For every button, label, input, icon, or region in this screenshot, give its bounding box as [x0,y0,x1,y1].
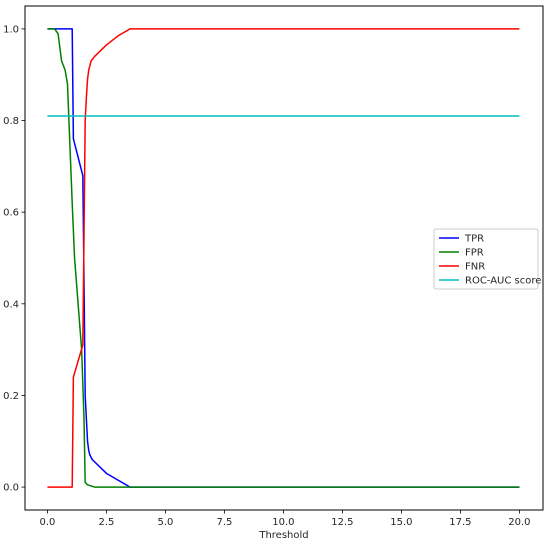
x-tick-label: 5.0 [157,517,173,528]
legend: TPR FPR FNR ROC-AUC score [433,228,541,290]
x-tick-label: 10.0 [272,517,294,528]
x-tick-label: 7.5 [216,517,232,528]
y-tick-label: 0.4 [3,299,19,310]
legend-box [433,228,539,290]
legend-label-roc-auc-score: ROC-AUC score [465,276,541,287]
legend-label-fnr: FNR [465,262,485,273]
y-tick-label: 0.0 [3,483,19,494]
y-tick-label: 0.8 [3,116,19,127]
legend-label-fpr: FPR [465,248,484,259]
plot-area-frame [24,5,544,511]
x-axis-label: Threshold [258,530,308,541]
legend-label-tpr: TPR [464,234,484,245]
x-tick-label: 20.0 [508,517,530,528]
series-line-fpr [47,28,520,488]
series-line-tpr [47,28,520,488]
x-tick-label: 2.5 [98,517,114,528]
series-layer [47,28,520,488]
series-line-fnr [47,28,520,488]
x-tick-label: 15.0 [390,517,412,528]
y-axis: 0.0 0.2 0.4 0.6 0.8 1.0 [3,24,25,494]
y-tick-label: 0.6 [3,208,19,219]
x-tick-label: 17.5 [449,517,471,528]
y-tick-label: 1.0 [3,24,19,35]
x-tick-label: 0.0 [39,517,55,528]
y-tick-label: 0.2 [3,391,19,402]
x-axis: 0.0 2.5 5.0 7.5 10.0 12.5 15.0 17.5 20.0 [39,510,531,528]
x-tick-label: 12.5 [331,517,353,528]
